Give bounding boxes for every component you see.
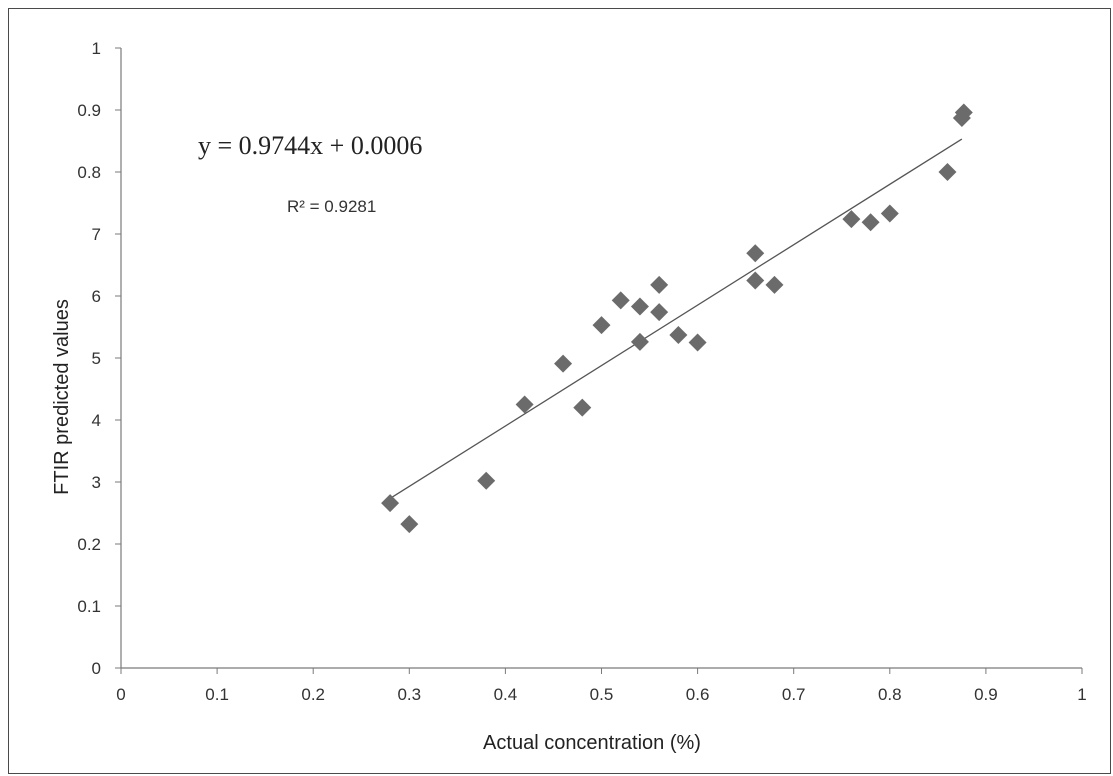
data-point [954,103,973,122]
data-point [880,204,899,223]
data-point [746,271,765,290]
trendline [389,138,963,500]
data-point [611,291,630,310]
y-tick-label: 0.1 [77,597,101,616]
x-tick-label: 0 [116,685,125,704]
data-point [650,275,669,294]
x-tick-label: 0.4 [494,685,518,704]
y-tick-label: 6 [92,287,101,306]
chart-frame [8,8,1111,774]
r-squared-label: R² = 0.9281 [287,197,376,216]
y-tick-label: 4 [92,411,101,430]
x-tick-label: 1 [1077,685,1086,704]
data-point [515,395,534,414]
y-tick-label: 1 [92,39,101,58]
data-point [573,398,592,417]
data-point [688,333,707,352]
y-axis-title: FTIR predicted values [51,299,73,495]
data-point [630,297,649,316]
data-point [746,244,765,263]
y-tick-label: 3 [92,473,101,492]
x-tick-label: 0.6 [686,685,710,704]
x-tick-label: 0.3 [397,685,421,704]
data-point [400,515,419,534]
data-points [381,103,973,534]
data-point [477,471,496,490]
x-tick-label: 0.9 [974,685,998,704]
x-tick-label: 0.2 [301,685,325,704]
x-tick-label: 0.1 [205,685,229,704]
data-point [938,163,957,181]
y-tick-label: 7 [92,225,101,244]
x-axis-title: Actual concentration (%) [483,732,701,754]
y-tick-label: 5 [92,349,101,368]
data-point [765,275,784,294]
y-tick-label: 0.2 [77,535,101,554]
x-tick-label: 0.8 [878,685,902,704]
y-tick-label: 0 [92,659,101,678]
regression-equation: y = 0.9744x + 0.0006 [198,131,422,160]
y-tick-label: 0.8 [77,163,101,182]
data-point [842,210,861,229]
x-tick-label: 0.7 [782,685,806,704]
tick-labels: 0 0.1 0.2 0.3 0.4 0.5 0.6 0.7 0.8 0.9 1 0 0.1 0.2 3 4 5 6… [77,39,1086,704]
axes [115,47,1083,674]
data-point [630,332,649,351]
data-point [381,494,400,513]
data-point [554,354,573,373]
data-point [592,316,611,335]
data-point [861,213,880,232]
data-point [669,326,688,345]
x-tick-label: 0.5 [590,685,614,704]
data-point [650,303,669,322]
y-tick-label: 0.9 [77,101,101,120]
